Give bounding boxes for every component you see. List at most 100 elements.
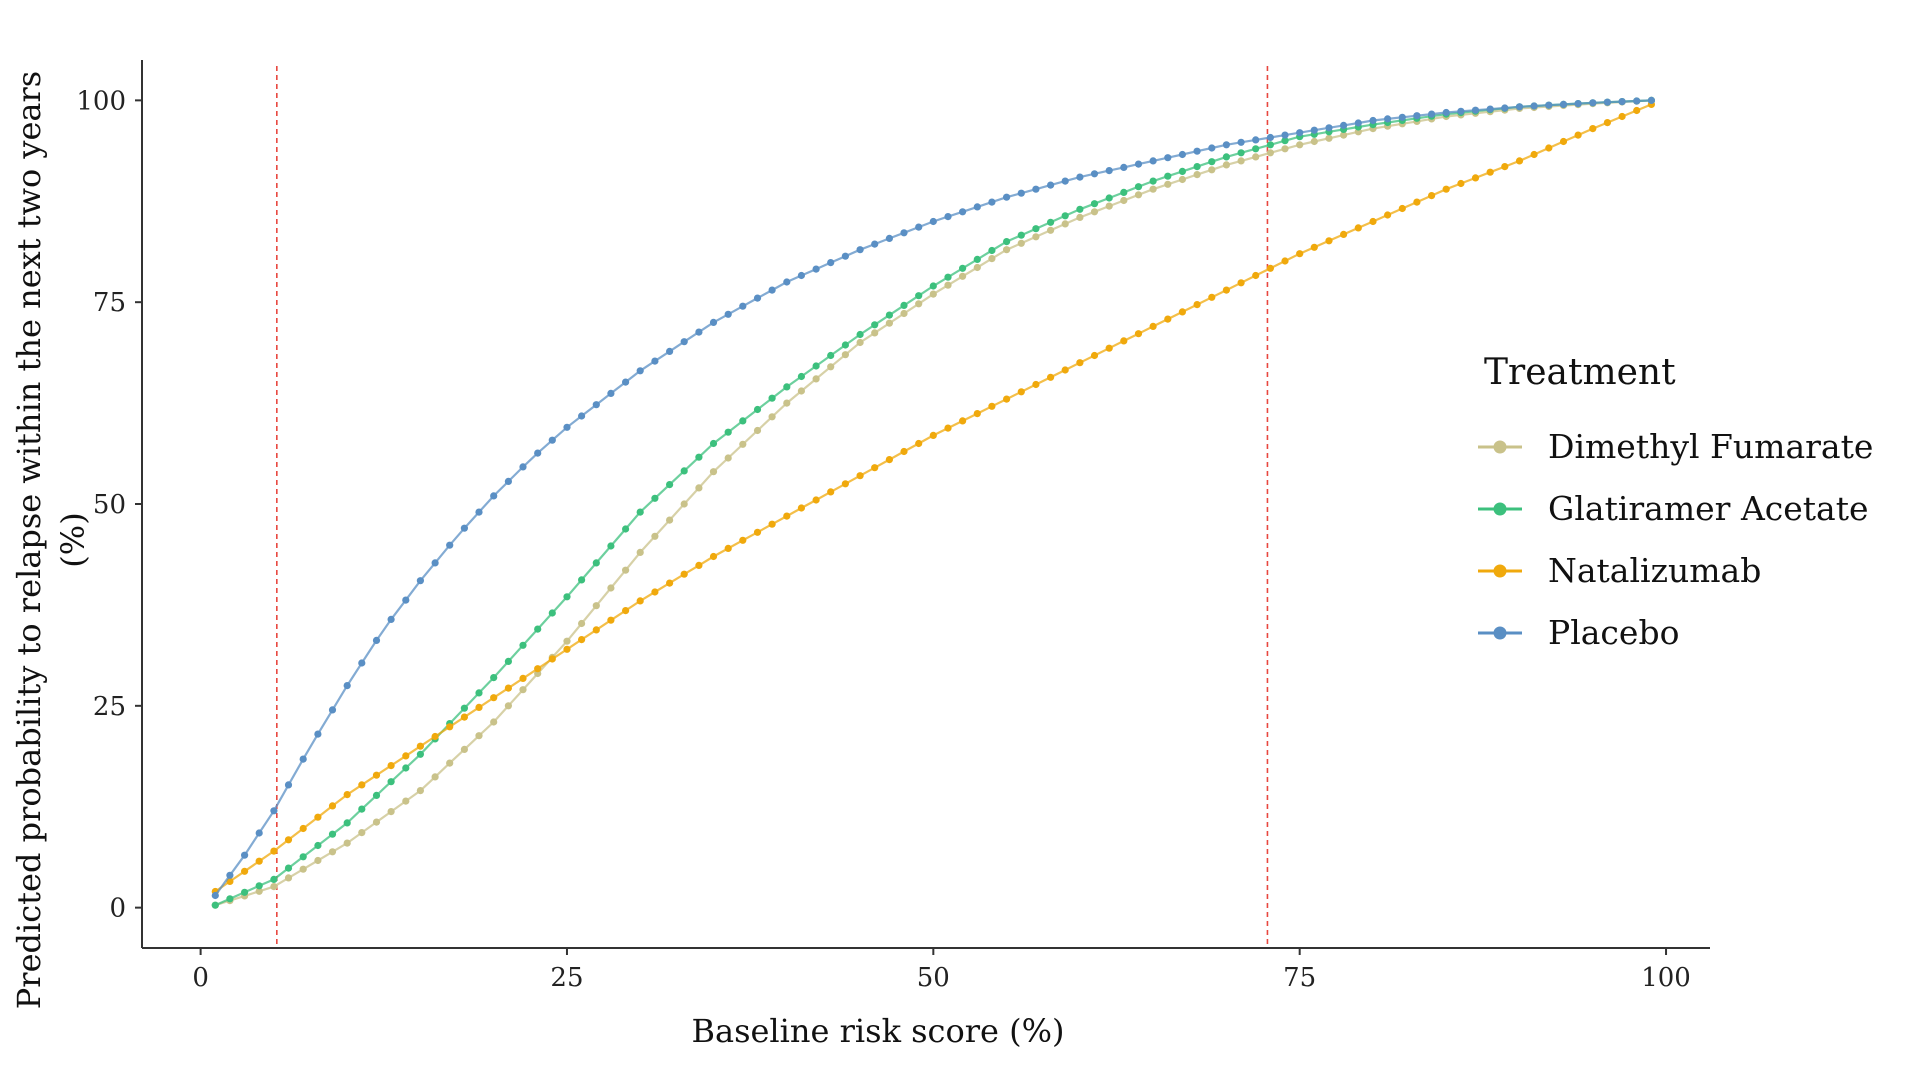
data-point-glatiramer-acetate [651, 494, 659, 502]
data-point-natalizumab [1574, 131, 1582, 139]
data-point-natalizumab [929, 431, 937, 439]
data-point-natalizumab [1545, 144, 1553, 152]
data-point-natalizumab [1032, 380, 1040, 389]
data-point-placebo [1603, 98, 1611, 106]
data-point-glatiramer-acetate [534, 625, 542, 633]
data-point-natalizumab [709, 552, 718, 561]
data-point-placebo [1515, 103, 1524, 111]
data-point-dimethyl-fumarate [1047, 226, 1055, 234]
data-point-natalizumab [666, 579, 674, 587]
data-point-natalizumab [1442, 185, 1450, 193]
data-point-glatiramer-acetate [959, 264, 967, 272]
data-point-glatiramer-acetate [797, 372, 806, 381]
data-point-glatiramer-acetate [1120, 188, 1128, 196]
data-point-placebo [372, 636, 381, 645]
data-point-glatiramer-acetate [1047, 218, 1055, 226]
data-point-natalizumab [1017, 388, 1025, 396]
data-point-placebo [1428, 110, 1436, 118]
data-point-natalizumab [1369, 217, 1377, 226]
data-point-dimethyl-fumarate [753, 426, 762, 435]
data-point-dimethyl-fumarate [622, 566, 630, 574]
data-point-dimethyl-fumarate [446, 759, 454, 767]
data-point-placebo [270, 807, 278, 815]
data-point-glatiramer-acetate [666, 481, 674, 489]
data-point-natalizumab [1003, 395, 1011, 403]
data-point-dimethyl-fumarate [1252, 153, 1260, 161]
legend-label: Natalizumab [1548, 551, 1761, 590]
data-point-placebo [709, 318, 718, 326]
data-point-glatiramer-acetate [915, 292, 923, 300]
data-point-placebo [797, 271, 806, 280]
data-point-natalizumab [1559, 137, 1568, 146]
data-point-placebo [1047, 181, 1055, 189]
data-point-natalizumab [1340, 230, 1348, 238]
data-point-placebo [1471, 106, 1480, 114]
data-point-dimethyl-fumarate [1281, 145, 1289, 153]
data-point-natalizumab [358, 781, 366, 789]
data-point-placebo [1574, 100, 1582, 108]
data-point-glatiramer-acetate [226, 895, 234, 903]
x-tick-label: 0 [192, 963, 209, 993]
data-point-placebo [783, 278, 791, 286]
data-point-dimethyl-fumarate [1120, 196, 1128, 205]
data-point-placebo [871, 240, 879, 248]
data-point-natalizumab [1310, 243, 1318, 251]
data-point-dimethyl-fumarate [768, 413, 776, 421]
data-point-placebo [1193, 147, 1201, 155]
data-point-natalizumab [695, 561, 703, 570]
data-point-glatiramer-acetate [1281, 137, 1289, 145]
data-point-placebo [1237, 138, 1245, 146]
data-point-dimethyl-fumarate [299, 865, 307, 873]
data-point-placebo [255, 829, 263, 837]
x-axis-ticks: 0 25 50 75 100 [192, 948, 1691, 993]
data-point-placebo [1178, 150, 1186, 159]
data-point-natalizumab [446, 723, 454, 731]
data-point-glatiramer-acetate [284, 864, 293, 872]
data-point-natalizumab [460, 713, 468, 721]
data-point-glatiramer-acetate [563, 593, 571, 601]
data-point-glatiramer-acetate [211, 901, 219, 909]
data-point-glatiramer-acetate [885, 311, 894, 319]
data-point-dimethyl-fumarate [871, 329, 879, 337]
data-point-glatiramer-acetate [724, 428, 732, 436]
data-point-glatiramer-acetate [1266, 141, 1274, 149]
data-point-natalizumab [856, 472, 864, 480]
data-point-natalizumab [1208, 293, 1216, 301]
data-point-placebo [1442, 108, 1450, 117]
data-point-natalizumab [1515, 157, 1524, 165]
data-point-natalizumab [973, 410, 981, 418]
data-point-natalizumab [1076, 359, 1084, 367]
data-point-glatiramer-acetate [299, 853, 307, 861]
data-point-glatiramer-acetate [1149, 177, 1157, 185]
legend-item-glatiramer-acetate: Glatiramer Acetate [1478, 489, 1869, 528]
data-point-natalizumab [1457, 179, 1465, 188]
x-tick-label: 100 [1641, 963, 1691, 993]
data-point-glatiramer-acetate [622, 525, 630, 533]
data-point-placebo [1120, 163, 1128, 171]
data-point-placebo [1208, 144, 1216, 152]
data-point-glatiramer-acetate [402, 764, 410, 772]
data-point-natalizumab [1501, 163, 1509, 171]
data-point-natalizumab [1281, 257, 1289, 265]
data-point-placebo [592, 401, 600, 409]
data-point-dimethyl-fumarate [915, 300, 923, 308]
data-point-natalizumab [827, 488, 835, 496]
data-point-natalizumab [1603, 119, 1611, 127]
data-point-placebo [666, 347, 674, 355]
data-point-placebo [1149, 157, 1157, 165]
data-point-placebo [900, 229, 908, 237]
data-point-placebo [607, 389, 615, 397]
data-point-dimethyl-fumarate [578, 619, 586, 628]
data-point-glatiramer-acetate [1105, 194, 1113, 202]
data-point-dimethyl-fumarate [387, 808, 395, 816]
data-point-dimethyl-fumarate [343, 839, 351, 847]
data-point-placebo [1061, 177, 1069, 185]
data-point-glatiramer-acetate [592, 559, 600, 567]
data-point-natalizumab [504, 684, 512, 692]
data-point-natalizumab [416, 742, 424, 750]
data-point-placebo [1398, 113, 1406, 121]
data-point-natalizumab [592, 626, 600, 634]
data-point-dimethyl-fumarate [1017, 239, 1025, 247]
legend-key-marker [1493, 502, 1507, 516]
data-point-dimethyl-fumarate [841, 351, 850, 359]
